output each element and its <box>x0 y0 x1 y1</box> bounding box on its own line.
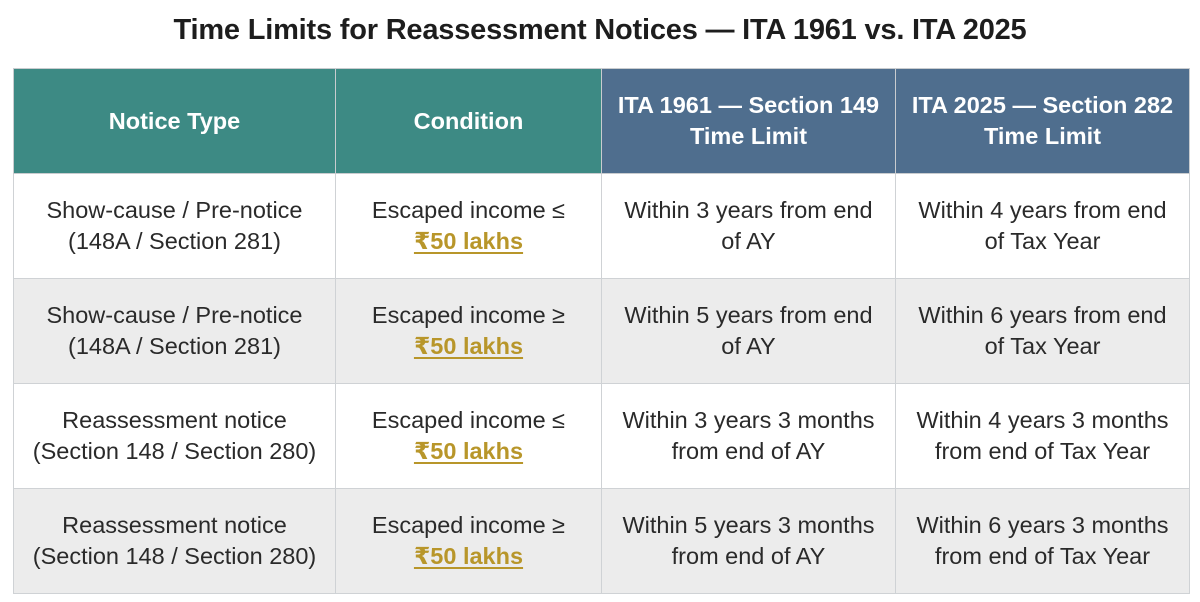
condition-text: Escaped income ≥ <box>371 302 566 328</box>
notice-type-section: (Section 148 / Section 280) <box>32 543 317 569</box>
ita-2025-limit-line1: Within 6 years from end <box>918 302 1167 328</box>
reassessment-time-limits-table: Notice Type Condition ITA 1961 — Section… <box>13 68 1190 594</box>
notice-type-cell: Show-cause / Pre-notice (148A / Section … <box>13 173 336 279</box>
header-ita-2025-section: ITA 2025 — Section 282 <box>911 92 1174 118</box>
ita-1961-limit-line1: Within 3 years from end <box>624 197 873 223</box>
threshold-amount: ₹50 lakhs <box>413 543 524 569</box>
ita-2025-limit-line2: of Tax Year <box>984 228 1101 254</box>
ita-2025-limit-line2: of Tax Year <box>984 333 1101 359</box>
ita-1961-limit-line1: Within 3 years 3 months <box>622 407 875 433</box>
ita-1961-limit-cell: Within 5 years from end of AY <box>601 278 896 384</box>
ita-2025-limit-cell: Within 6 years from end of Tax Year <box>895 278 1190 384</box>
notice-type-section: (Section 148 / Section 280) <box>32 438 317 464</box>
ita-2025-limit-cell: Within 4 years 3 months from end of Tax … <box>895 383 1190 489</box>
condition-text: Escaped income ≤ <box>371 197 566 223</box>
condition-cell: Escaped income ≤ ₹50 lakhs <box>335 173 602 279</box>
table-row: Reassessment notice (Section 148 / Secti… <box>13 488 1190 594</box>
condition-cell: Escaped income ≤ ₹50 lakhs <box>335 383 602 489</box>
notice-type-name: Reassessment notice <box>62 407 287 433</box>
ita-1961-limit-line1: Within 5 years from end <box>624 302 873 328</box>
condition-cell: Escaped income ≥ ₹50 lakhs <box>335 488 602 594</box>
notice-type-name: Show-cause / Pre-notice <box>46 197 303 223</box>
header-notice-type: Notice Type <box>13 68 336 174</box>
page-title: Time Limits for Reassessment Notices — I… <box>173 14 1027 46</box>
ita-1961-limit-cell: Within 3 years from end of AY <box>601 173 896 279</box>
ita-2025-limit-line1: Within 6 years 3 months <box>916 512 1169 538</box>
table-row: Show-cause / Pre-notice (148A / Section … <box>13 173 1190 279</box>
ita-1961-limit-line2: from end of AY <box>671 543 826 569</box>
ita-2025-limit-line1: Within 4 years from end <box>918 197 1167 223</box>
ita-1961-limit-line2: from end of AY <box>671 438 826 464</box>
header-ita-2025-time-limit: Time Limit <box>983 123 1102 149</box>
ita-1961-limit-cell: Within 5 years 3 months from end of AY <box>601 488 896 594</box>
header-condition-label: Condition <box>413 107 524 134</box>
table-header-row: Notice Type Condition ITA 1961 — Section… <box>13 68 1190 174</box>
header-ita-1961: ITA 1961 — Section 149 Time Limit <box>601 68 896 174</box>
table-row: Reassessment notice (Section 148 / Secti… <box>13 383 1190 489</box>
header-notice-type-label: Notice Type <box>108 107 241 134</box>
ita-2025-limit-line2: from end of Tax Year <box>934 438 1151 464</box>
notice-type-name: Reassessment notice <box>62 512 287 538</box>
ita-2025-limit-cell: Within 4 years from end of Tax Year <box>895 173 1190 279</box>
ita-2025-limit-line2: from end of Tax Year <box>934 543 1151 569</box>
ita-1961-limit-line2: of AY <box>721 228 776 254</box>
ita-1961-limit-line1: Within 5 years 3 months <box>622 512 875 538</box>
notice-type-name: Show-cause / Pre-notice <box>46 302 303 328</box>
notice-type-cell: Reassessment notice (Section 148 / Secti… <box>13 488 336 594</box>
notice-type-section: (148A / Section 281) <box>68 228 281 254</box>
ita-1961-limit-line2: of AY <box>721 333 776 359</box>
ita-2025-limit-line1: Within 4 years 3 months <box>916 407 1169 433</box>
threshold-amount: ₹50 lakhs <box>413 333 524 359</box>
threshold-amount: ₹50 lakhs <box>413 438 524 464</box>
ita-1961-limit-cell: Within 3 years 3 months from end of AY <box>601 383 896 489</box>
ita-2025-limit-cell: Within 6 years 3 months from end of Tax … <box>895 488 1190 594</box>
header-condition: Condition <box>335 68 602 174</box>
condition-cell: Escaped income ≥ ₹50 lakhs <box>335 278 602 384</box>
table-row: Show-cause / Pre-notice (148A / Section … <box>13 278 1190 384</box>
threshold-amount: ₹50 lakhs <box>413 228 524 254</box>
condition-text: Escaped income ≥ <box>371 512 566 538</box>
notice-type-section: (148A / Section 281) <box>68 333 281 359</box>
header-ita-1961-section: ITA 1961 — Section 149 <box>617 92 880 118</box>
condition-text: Escaped income ≤ <box>371 407 566 433</box>
notice-type-cell: Show-cause / Pre-notice (148A / Section … <box>13 278 336 384</box>
header-ita-1961-time-limit: Time Limit <box>689 123 808 149</box>
notice-type-cell: Reassessment notice (Section 148 / Secti… <box>13 383 336 489</box>
header-ita-2025: ITA 2025 — Section 282 Time Limit <box>895 68 1190 174</box>
